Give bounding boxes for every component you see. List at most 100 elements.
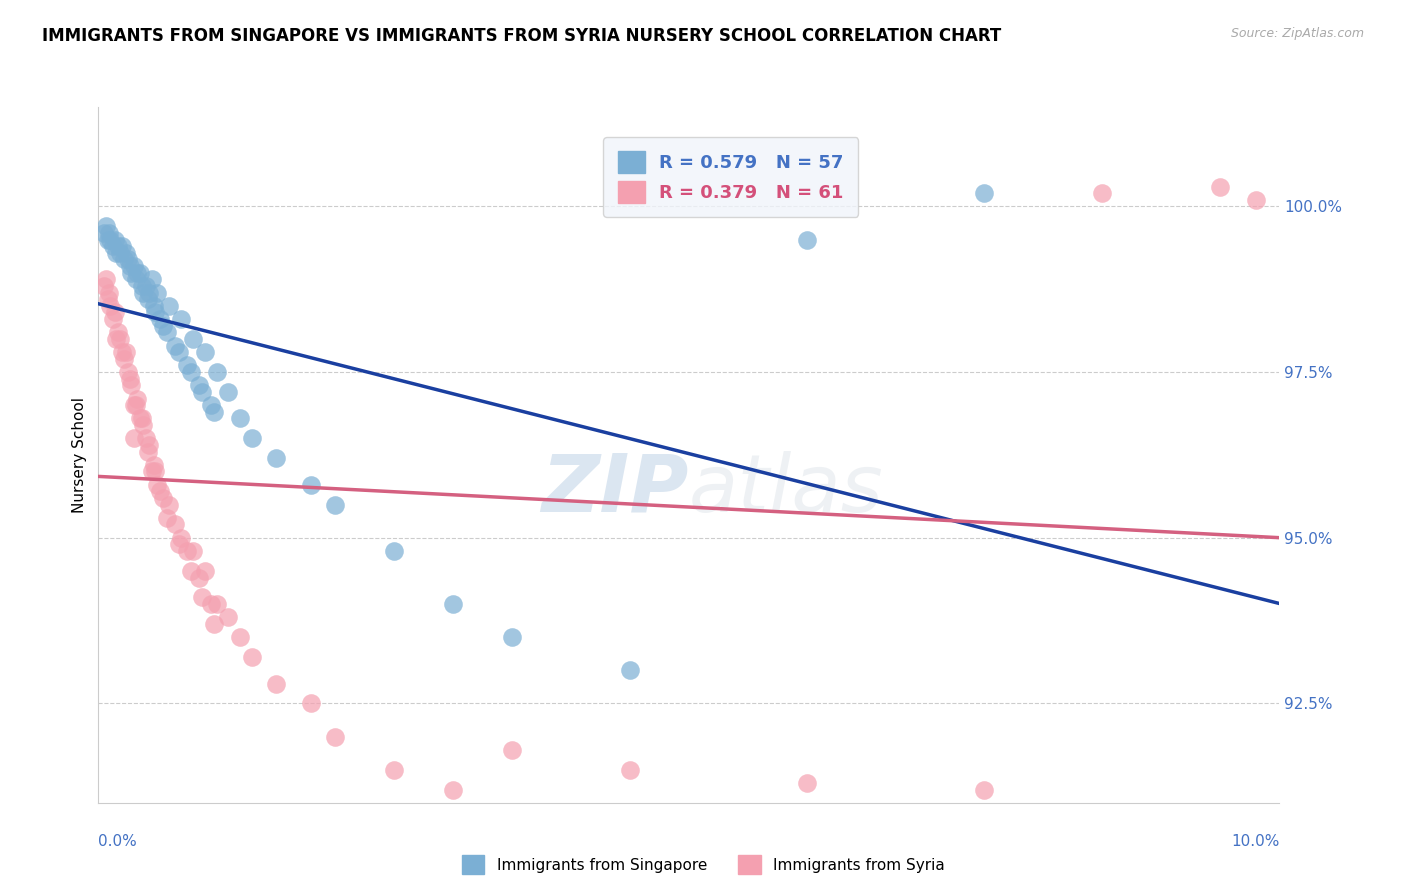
- Point: [138, 438, 160, 452]
- Point: [105, 245, 128, 260]
- Point: [93, 279, 115, 293]
- Point: [240, 431, 263, 445]
- Point: [114, 345, 136, 359]
- Point: [98, 233, 121, 247]
- Point: [205, 597, 228, 611]
- Point: [149, 484, 172, 499]
- Point: [121, 378, 143, 392]
- Point: [973, 782, 995, 797]
- Point: [122, 431, 145, 445]
- Point: [108, 332, 131, 346]
- Point: [157, 498, 180, 512]
- Point: [104, 305, 127, 319]
- Point: [191, 384, 214, 399]
- Point: [240, 650, 263, 665]
- Point: [501, 630, 523, 644]
- Point: [107, 239, 129, 253]
- Point: [194, 345, 217, 359]
- Point: [98, 226, 121, 240]
- Point: [191, 591, 214, 605]
- Point: [120, 372, 142, 386]
- Point: [117, 252, 139, 267]
- Text: IMMIGRANTS FROM SINGAPORE VS IMMIGRANTS FROM SYRIA NURSERY SCHOOL CORRELATION CH: IMMIGRANTS FROM SINGAPORE VS IMMIGRANTS …: [42, 27, 1001, 45]
- Legend: Immigrants from Singapore, Immigrants from Syria: Immigrants from Singapore, Immigrants fr…: [456, 849, 950, 880]
- Point: [167, 345, 190, 359]
- Text: Source: ZipAtlas.com: Source: ZipAtlas.com: [1230, 27, 1364, 40]
- Point: [98, 285, 121, 300]
- Point: [152, 491, 174, 505]
- Point: [111, 239, 134, 253]
- Text: 0.0%: 0.0%: [98, 834, 138, 849]
- Point: [619, 763, 641, 777]
- Point: [157, 299, 180, 313]
- Text: 10.0%: 10.0%: [1232, 834, 1279, 849]
- Point: [187, 378, 209, 392]
- Point: [1091, 186, 1114, 201]
- Point: [264, 451, 287, 466]
- Point: [170, 312, 193, 326]
- Point: [97, 233, 120, 247]
- Point: [217, 610, 239, 624]
- Point: [121, 266, 143, 280]
- Point: [156, 511, 179, 525]
- Point: [202, 405, 225, 419]
- Point: [125, 272, 148, 286]
- Point: [619, 663, 641, 677]
- Point: [181, 544, 204, 558]
- Point: [323, 498, 346, 512]
- Point: [441, 597, 464, 611]
- Point: [108, 245, 131, 260]
- Point: [135, 431, 157, 445]
- Point: [299, 477, 322, 491]
- Point: [382, 763, 405, 777]
- Point: [120, 259, 142, 273]
- Point: [128, 266, 150, 280]
- Point: [149, 312, 172, 326]
- Point: [93, 226, 115, 240]
- Point: [132, 418, 155, 433]
- Point: [200, 597, 222, 611]
- Point: [299, 697, 322, 711]
- Point: [229, 411, 252, 425]
- Point: [156, 326, 179, 340]
- Point: [167, 537, 190, 551]
- Point: [194, 564, 217, 578]
- Y-axis label: Nursery School: Nursery School: [72, 397, 87, 513]
- Point: [1244, 193, 1267, 207]
- Point: [229, 630, 252, 644]
- Point: [170, 531, 193, 545]
- Point: [122, 259, 145, 273]
- Text: atlas: atlas: [689, 450, 884, 529]
- Point: [165, 517, 187, 532]
- Point: [143, 305, 166, 319]
- Point: [200, 398, 222, 412]
- Point: [382, 544, 405, 558]
- Point: [141, 465, 163, 479]
- Point: [127, 392, 149, 406]
- Point: [181, 332, 204, 346]
- Point: [264, 676, 287, 690]
- Point: [176, 544, 198, 558]
- Point: [180, 564, 202, 578]
- Point: [127, 266, 149, 280]
- Point: [104, 233, 127, 247]
- Point: [796, 233, 818, 247]
- Point: [143, 465, 166, 479]
- Point: [101, 312, 124, 326]
- Point: [152, 318, 174, 333]
- Point: [165, 338, 187, 352]
- Point: [101, 239, 124, 253]
- Point: [107, 326, 129, 340]
- Point: [146, 477, 169, 491]
- Point: [136, 444, 159, 458]
- Point: [142, 299, 165, 313]
- Point: [125, 398, 148, 412]
- Point: [323, 730, 346, 744]
- Point: [796, 776, 818, 790]
- Point: [1209, 179, 1232, 194]
- Point: [202, 616, 225, 631]
- Point: [105, 332, 128, 346]
- Point: [128, 411, 150, 425]
- Point: [94, 272, 117, 286]
- Point: [136, 292, 159, 306]
